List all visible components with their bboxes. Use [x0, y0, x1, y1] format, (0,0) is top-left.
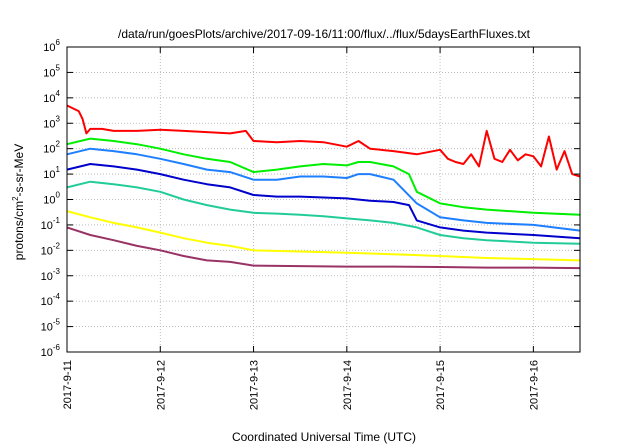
series-line-3: [66, 147, 581, 232]
series-line-7: [66, 226, 581, 270]
series-line-2: [66, 137, 581, 216]
y-axis-label: protons/cm2-s-sr-MeV: [11, 144, 26, 260]
data-series: [66, 104, 581, 270]
x-tick-label: 2017-9-13: [249, 360, 261, 410]
series-line-1: [66, 104, 581, 178]
x-axis-label: Coordinated Universal Time (UTC): [232, 430, 416, 444]
chart-title: /data/run/goesPlots/archive/2017-09-16/1…: [118, 27, 531, 41]
y-axis-ticks: 10610510410310210110010-110-210-310-410-…: [41, 38, 580, 359]
x-tick-label: 2017-9-12: [155, 360, 167, 410]
series-line-6: [66, 210, 581, 262]
series-line-5: [66, 180, 581, 245]
x-tick-label: 2017-9-14: [342, 360, 354, 410]
x-tick-label: 2017-9-15: [435, 360, 447, 410]
series-line-4: [66, 163, 581, 240]
x-tick-label: 2017-9-16: [528, 360, 540, 410]
x-axis-ticks: 2017-9-11 2017-9-12 2017-9-13 2017-9-14 2017…: [62, 47, 540, 410]
x-tick-label: 2017-9-11: [62, 360, 74, 409]
